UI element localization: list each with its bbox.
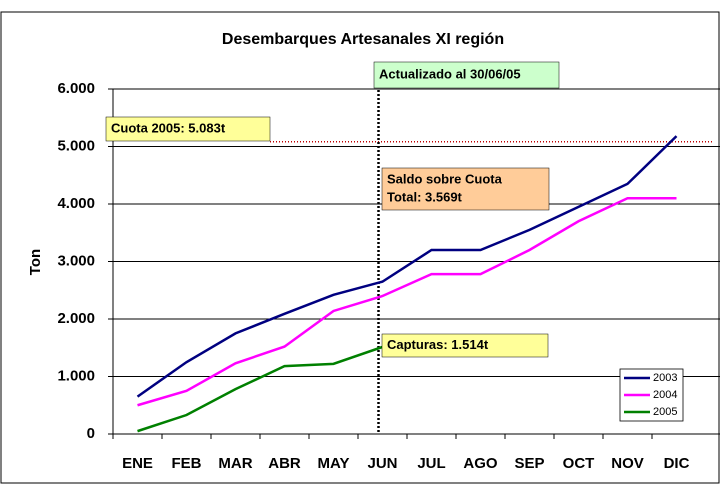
legend-label: 2004 bbox=[653, 389, 677, 401]
y-tick-label: 1.000 bbox=[57, 367, 95, 384]
y-tick-label: 2.000 bbox=[57, 310, 95, 327]
y-tick-label: 5.000 bbox=[57, 137, 95, 154]
annotation-box bbox=[381, 333, 549, 358]
annotation-text: Saldo sobre Cuota bbox=[387, 171, 503, 186]
annotation-text: Cuota 2005: 5.083t bbox=[111, 120, 226, 135]
x-tick-label: FEB bbox=[172, 455, 202, 472]
y-tick-label: 4.000 bbox=[57, 195, 95, 212]
y-tick-label: 3.000 bbox=[57, 252, 95, 269]
x-tick-label: NOV bbox=[611, 455, 644, 472]
x-tick-label: JUN bbox=[367, 455, 397, 472]
series-line bbox=[136, 135, 678, 398]
y-tick-label: 0 bbox=[87, 425, 95, 442]
legend-label: 2003 bbox=[653, 372, 677, 384]
annotation-box bbox=[381, 167, 550, 211]
y-tick-label: 6.000 bbox=[57, 80, 95, 97]
series-line bbox=[137, 345, 383, 433]
annotation-box bbox=[105, 116, 271, 142]
x-tick-label: JUL bbox=[417, 455, 445, 472]
annotation-text: Total: 3.569t bbox=[387, 189, 463, 204]
chart-frame bbox=[0, 11, 720, 484]
x-tick-label: OCT bbox=[563, 455, 595, 472]
x-tick-label: MAR bbox=[218, 455, 252, 472]
x-tick-label: AGO bbox=[463, 455, 498, 472]
x-tick-label: ABR bbox=[268, 455, 301, 472]
chart-title: Desembarques Artesanales XI región bbox=[222, 31, 504, 48]
annotation-text: Capturas: 1.514t bbox=[387, 337, 489, 352]
annotation-box bbox=[373, 61, 560, 89]
x-tick-label: SEP bbox=[514, 455, 544, 472]
y-axis-label: Ton bbox=[27, 249, 44, 275]
x-tick-label: DIC bbox=[664, 455, 690, 472]
legend-label: 2005 bbox=[653, 406, 677, 418]
x-tick-label: ENE bbox=[122, 455, 153, 472]
x-tick-label: MAY bbox=[318, 455, 350, 472]
annotation-text: Actualizado al 30/06/05 bbox=[379, 66, 521, 81]
series-line bbox=[137, 197, 677, 407]
